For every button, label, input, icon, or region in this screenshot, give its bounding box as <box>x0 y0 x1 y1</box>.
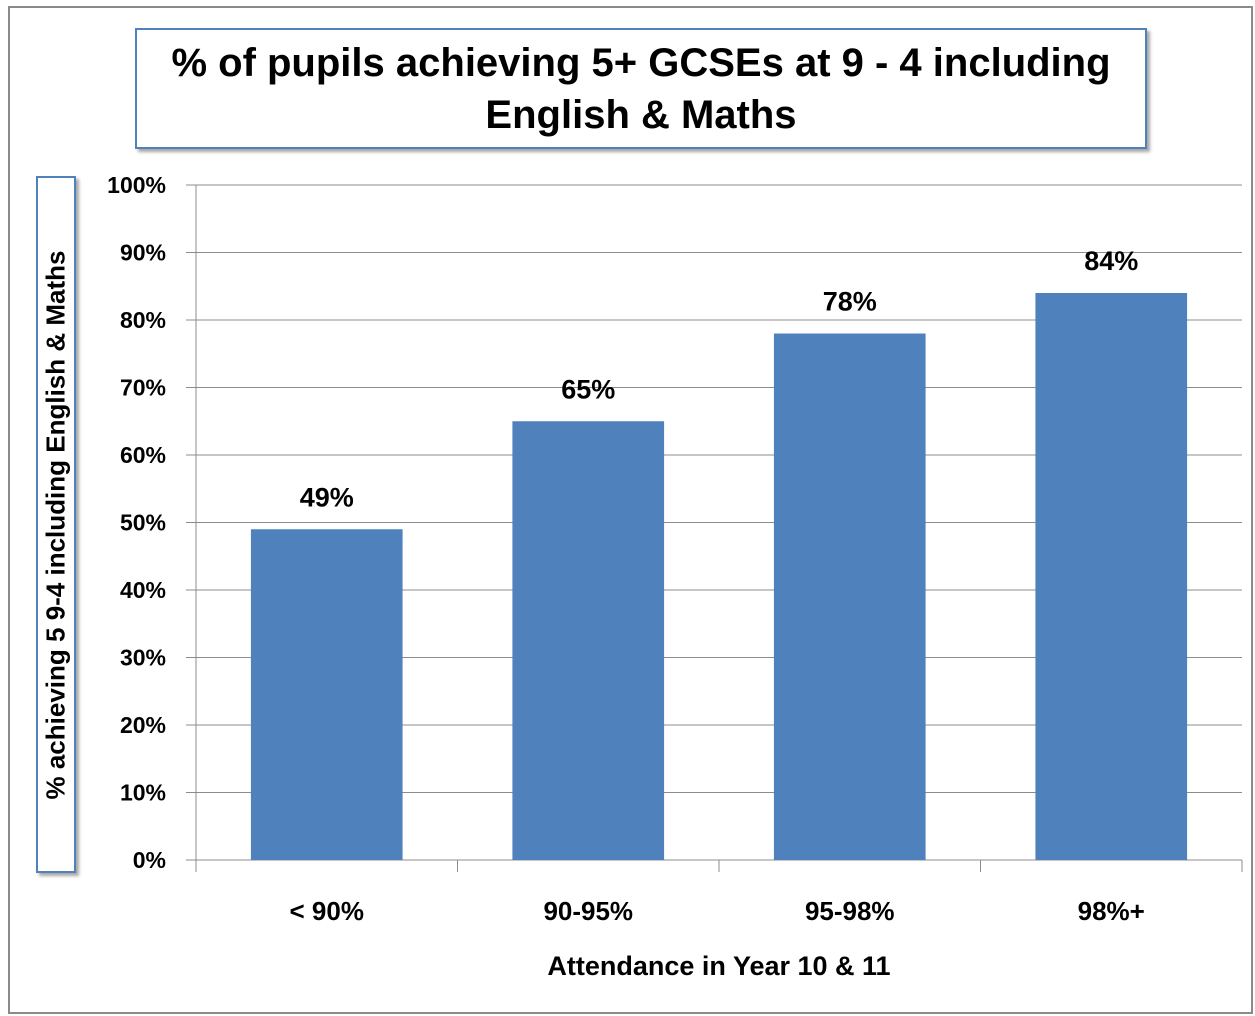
chart-title: % of pupils achieving 5+ GCSEs at 9 - 4 … <box>171 40 1111 137</box>
y-tick-label: 90% <box>120 240 166 266</box>
y-tick-label: 70% <box>120 375 166 401</box>
x-tick-label: 98%+ <box>1078 896 1145 926</box>
data-label: 65% <box>561 374 615 404</box>
y-tick-label: 10% <box>120 780 166 806</box>
bar <box>773 333 926 860</box>
data-label: 78% <box>823 287 877 317</box>
data-label: 84% <box>1084 246 1138 276</box>
y-tick-label: 50% <box>120 510 166 536</box>
x-tick-label: 95-98% <box>805 896 895 926</box>
bar <box>250 529 403 860</box>
y-tick-label: 100% <box>107 172 166 198</box>
data-label: 49% <box>300 482 354 512</box>
x-axis-title: Attendance in Year 10 & 11 <box>547 951 890 981</box>
y-tick-label: 20% <box>120 712 166 738</box>
y-tick-label: 40% <box>120 577 166 603</box>
y-tick-label: 0% <box>133 847 166 873</box>
bar <box>1035 293 1188 860</box>
y-axis-title-box: % achieving 5 9-4 including English & Ma… <box>36 176 76 873</box>
y-tick-label: 80% <box>120 307 166 333</box>
x-tick-label: 90-95% <box>543 896 633 926</box>
bar <box>512 421 665 860</box>
y-tick-label: 60% <box>120 442 166 468</box>
chart-title-box: % of pupils achieving 5+ GCSEs at 9 - 4 … <box>135 28 1147 149</box>
x-tick-label: < 90% <box>290 896 364 926</box>
y-tick-label: 30% <box>120 645 166 671</box>
